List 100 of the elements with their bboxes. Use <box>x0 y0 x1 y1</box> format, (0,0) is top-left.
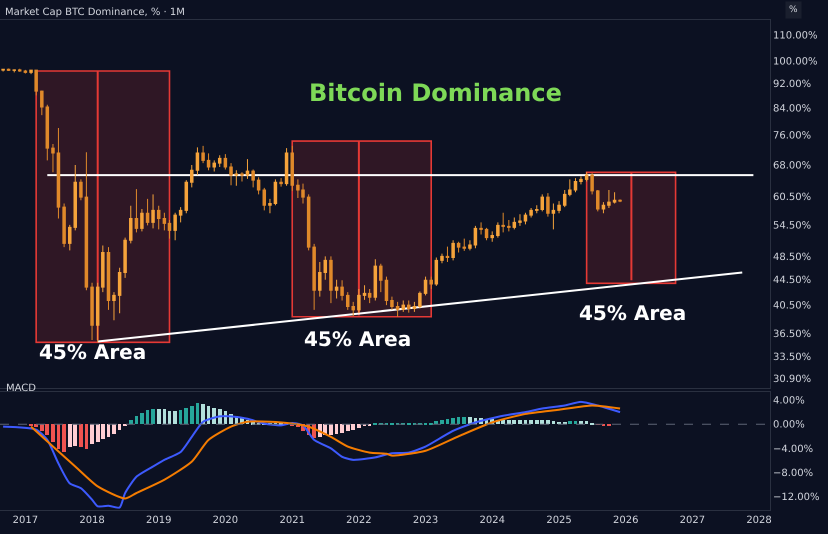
y-tick-label: 92.00% <box>773 78 812 90</box>
bar <box>140 413 144 424</box>
candlestick <box>184 180 188 214</box>
bar <box>57 424 60 450</box>
x-tick-label: 2026 <box>612 514 638 526</box>
candlestick <box>584 172 588 182</box>
candlestick <box>79 178 83 201</box>
candlestick <box>618 198 622 203</box>
bar <box>173 411 177 424</box>
y-tick-label: 30.90% <box>773 374 812 385</box>
x-tick-label: 2021 <box>279 514 305 526</box>
x-tick-label: 2023 <box>412 514 438 526</box>
candlestick <box>262 187 266 211</box>
chart-title: Market Cap BTC Dominance, % · 1M <box>4 7 185 18</box>
y-tick-label: 84.00% <box>773 103 812 114</box>
bar <box>146 410 149 424</box>
bar <box>85 424 88 450</box>
bar <box>440 420 444 424</box>
bar <box>552 421 555 424</box>
candlestick <box>29 69 33 75</box>
candlestick <box>434 257 438 286</box>
candlestick <box>140 208 144 232</box>
bar <box>135 416 138 424</box>
candlestick <box>390 296 394 310</box>
candlestick <box>212 160 216 172</box>
candlestick <box>451 240 455 261</box>
candlestick <box>440 253 444 264</box>
candlestick <box>312 243 316 310</box>
bar <box>329 424 333 436</box>
bar <box>157 409 161 424</box>
candlestick <box>229 162 233 186</box>
y-tick-label: 40.50% <box>773 300 812 312</box>
candlestick <box>340 280 344 302</box>
bar <box>335 424 338 434</box>
bar <box>163 409 166 424</box>
candlestick <box>62 202 66 248</box>
candlestick <box>290 145 294 192</box>
bar <box>518 420 522 424</box>
candlestick <box>546 192 550 218</box>
candlestick <box>535 204 539 214</box>
x-tick-label: 2020 <box>212 514 238 526</box>
y-tick-label: 54.50% <box>773 220 812 232</box>
candlestick <box>284 148 288 186</box>
candlestick <box>251 168 255 188</box>
bar <box>451 418 455 424</box>
x-tick-label: 2018 <box>79 514 105 526</box>
candlestick <box>612 192 616 204</box>
bar <box>340 424 344 434</box>
candlestick <box>596 190 600 212</box>
y-tick-label: 0.00% <box>773 420 805 431</box>
candlestick <box>590 172 594 195</box>
x-tick-label: 2027 <box>680 514 706 526</box>
bar <box>62 424 66 452</box>
bar <box>446 419 449 424</box>
bar <box>546 420 550 424</box>
y-tick-label: 68.00% <box>773 160 812 172</box>
y-tick-label: 100.00% <box>773 56 818 68</box>
candlestick <box>602 202 606 214</box>
candlestick <box>379 263 383 293</box>
bar <box>574 421 577 424</box>
candlestick <box>206 152 210 171</box>
candlestick <box>479 222 483 235</box>
bar <box>529 420 533 424</box>
candlestick <box>51 144 55 173</box>
bar <box>179 410 182 424</box>
candlestick <box>73 164 77 231</box>
candlestick <box>46 104 50 161</box>
candlestick <box>402 300 406 312</box>
candlestick <box>134 188 138 233</box>
candlestick <box>106 246 110 310</box>
annotation: MACD <box>6 383 36 394</box>
candlestick <box>146 198 150 226</box>
candlestick <box>268 198 272 214</box>
candlestick <box>496 222 500 238</box>
candlestick <box>90 282 94 341</box>
candlestick <box>357 288 361 314</box>
y-axis-title: % <box>789 5 798 15</box>
candlestick <box>256 176 260 195</box>
x-tick-label: 2017 <box>12 514 38 526</box>
candlestick <box>540 194 544 212</box>
annotation: 45% Area <box>579 301 686 325</box>
y-tick-label: 33.50% <box>773 352 812 363</box>
candlestick <box>274 178 278 206</box>
candlestick <box>501 212 505 233</box>
x-tick-label: 2028 <box>746 514 772 526</box>
y-tick-label: −8.00% <box>773 468 814 480</box>
y-tick-label: 60.50% <box>773 192 812 204</box>
bar <box>79 424 83 448</box>
candlestick <box>529 208 533 218</box>
candlestick <box>12 68 16 73</box>
candlestick <box>552 202 556 230</box>
bar <box>90 424 94 444</box>
candlestick <box>512 217 516 230</box>
candlestick <box>579 176 583 185</box>
x-tick-label: 2024 <box>479 514 505 526</box>
candlestick <box>40 90 44 116</box>
candlestick <box>201 145 205 164</box>
candlestick <box>412 301 416 312</box>
annotation: Bitcoin Dominance <box>309 79 562 107</box>
candlestick <box>129 205 133 244</box>
